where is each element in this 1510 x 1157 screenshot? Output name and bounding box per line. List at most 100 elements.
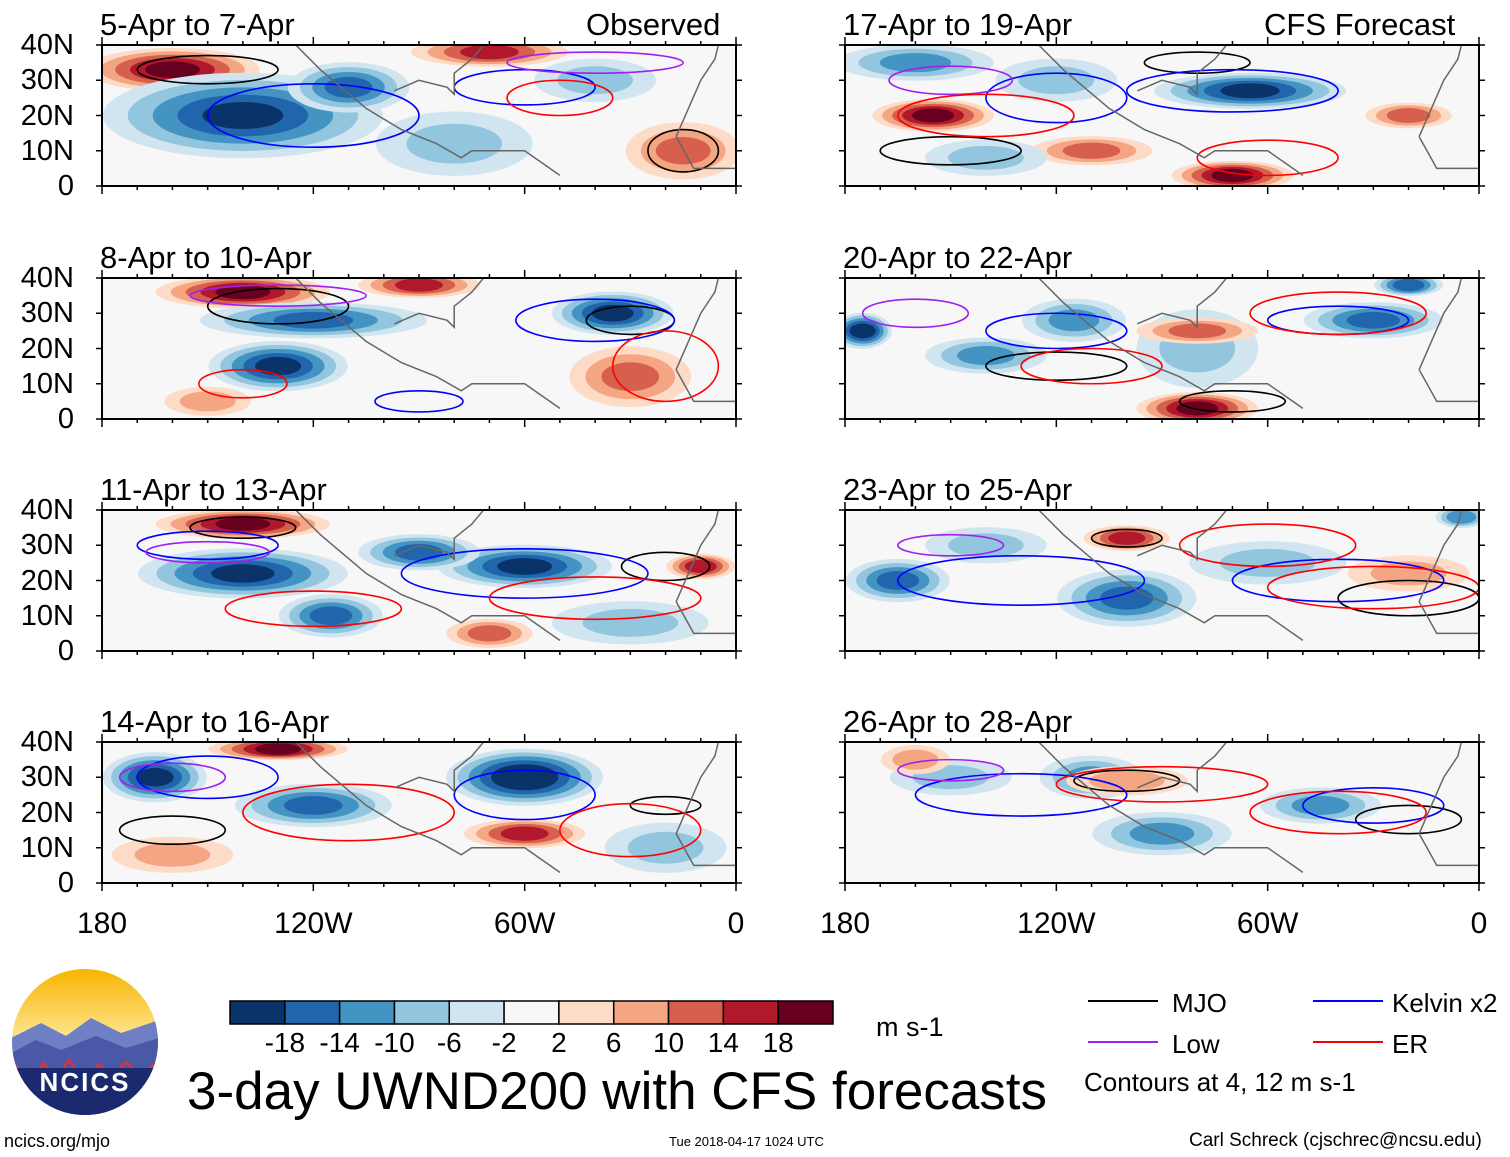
wind-anomaly-field [284, 796, 343, 815]
legend-label-mjo: MJO [1172, 988, 1227, 1018]
contour-mjo [189, 516, 297, 539]
colorbar-tick-label: 10 [652, 1027, 685, 1058]
contour-er [611, 330, 720, 403]
y-tick-label: 10N [20, 134, 74, 167]
contour-mjo [629, 795, 702, 816]
contour-er [224, 590, 403, 628]
colorbar-tick-label: 6 [605, 1027, 622, 1058]
contour-er [1178, 523, 1357, 568]
wind-anomaly-field [460, 45, 519, 60]
colorbar-tick-label: 2 [551, 1027, 567, 1058]
wind-anomaly-field [1211, 168, 1254, 183]
coastline [295, 278, 736, 410]
column-title-forecast: CFS Forecast [1264, 7, 1456, 42]
contour-kelvin [453, 769, 596, 821]
panel-title: 23-Apr to 25-Apr [843, 472, 1073, 507]
y-tick-label: 0 [57, 635, 74, 667]
contour-er [506, 79, 614, 117]
wind-anomaly-field [502, 768, 548, 787]
x-tick-label: 120W [274, 907, 353, 940]
coastline [295, 45, 736, 177]
wind-anomaly-field [627, 831, 704, 864]
wind-anomaly-field [467, 625, 512, 642]
contour-note: Contours at 4, 12 m s-1 [1084, 1067, 1356, 1097]
wind-anomaly-field [1370, 561, 1447, 586]
wind-anomaly-field [957, 345, 1015, 366]
y-tick-label: 30N [20, 529, 74, 562]
colorbar-swatch [558, 1000, 615, 1025]
colorbar-swatch [667, 1000, 725, 1025]
panel-title: 8-Apr to 10-Apr [100, 240, 312, 275]
wind-anomaly-field [134, 842, 211, 867]
y-tick-label: 30N [20, 297, 74, 330]
contour-kelvin [1231, 558, 1445, 603]
colorbar-swatch [338, 1000, 396, 1025]
colorbar-units: m s-1 [876, 1012, 944, 1042]
contour-er [1196, 139, 1339, 177]
colorbar-swatch [612, 1000, 670, 1025]
colorbar-tick-label: -2 [491, 1027, 517, 1058]
y-tick-label: 40N [20, 29, 74, 61]
contour-kelvin [897, 555, 1146, 606]
colorbar-tick-label: 14 [707, 1027, 739, 1058]
wind-anomaly-field [1176, 401, 1219, 416]
wind-anomaly-field [254, 356, 302, 376]
contour-er [488, 576, 702, 621]
wind-anomaly-field [1088, 770, 1165, 791]
contour-low [506, 51, 684, 74]
map-panel [839, 37, 1485, 194]
y-tick-label: 20N [20, 564, 74, 597]
y-tick-label: 0 [57, 403, 74, 435]
contour-er [559, 802, 702, 858]
wind-anomaly-field [601, 362, 660, 392]
ncics-logo: NCICS [11, 968, 159, 1116]
wind-anomaly-field [849, 323, 876, 339]
contour-low [118, 762, 227, 793]
contour-mjo [1073, 769, 1181, 793]
y-tick-label: 20N [20, 332, 74, 365]
panel-title: 11-Apr to 13-Apr [100, 472, 327, 507]
wind-anomaly-field [211, 564, 275, 583]
contour-mjo [1354, 804, 1463, 835]
colorbar-swatch [777, 1000, 834, 1025]
map-panel [839, 270, 1485, 427]
y-tick-label: 40N [20, 726, 74, 758]
contour-mjo [620, 551, 711, 582]
panel-title: 14-Apr to 16-Apr [100, 704, 330, 739]
y-tick-label: 20N [20, 99, 74, 132]
contour-low [145, 540, 271, 564]
contour-kelvin [374, 389, 464, 413]
logo-text: NCICS [40, 1067, 131, 1097]
contour-er [198, 368, 288, 399]
coastline [1038, 45, 1479, 177]
contour-mjo [1090, 528, 1163, 548]
map-panel [96, 502, 742, 659]
contour-kelvin [914, 772, 1128, 817]
wind-anomaly-field [1346, 312, 1400, 329]
y-tick-label: 10N [20, 367, 74, 400]
contour-er [1249, 291, 1427, 336]
y-tick-label: 30N [20, 761, 74, 794]
wind-anomaly-field [254, 743, 302, 755]
wind-anomaly-field [1018, 66, 1095, 95]
contour-mjo [1178, 389, 1287, 413]
contour-low [897, 758, 1005, 782]
y-tick-label: 40N [20, 494, 74, 526]
panel-title: 17-Apr to 19-Apr [843, 7, 1073, 42]
x-tick-label: 0 [1470, 907, 1488, 940]
wind-anomaly-field [912, 108, 955, 123]
wind-anomaly-field [1062, 142, 1121, 159]
contour-mjo [647, 128, 720, 173]
wind-anomaly-field [406, 123, 503, 164]
wind-anomaly-field [1168, 323, 1227, 339]
x-tick-label: 120W [1017, 907, 1096, 940]
contour-mjo [136, 54, 279, 85]
wind-anomaly-field [1446, 510, 1477, 524]
wind-anomaly-field [309, 606, 353, 626]
contour-mjo [206, 287, 350, 325]
wind-anomaly-field [948, 533, 1024, 558]
colorbar-tick-label: -18 [264, 1027, 306, 1058]
x-tick-label: 180 [819, 907, 871, 940]
coastline [1038, 278, 1479, 410]
